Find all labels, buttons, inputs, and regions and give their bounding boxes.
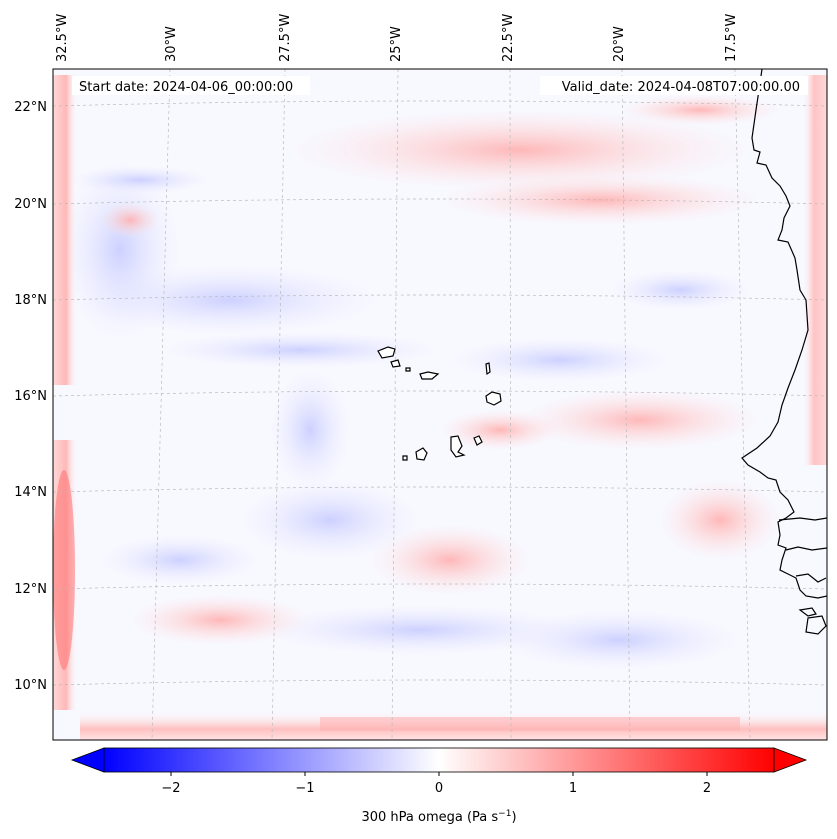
- lon-label: 17.5°W: [724, 14, 739, 62]
- lon-label: 25°W: [389, 26, 404, 62]
- colorbar: −2 −1 0 1 2 300 hPa omega (Pa s−1): [70, 747, 808, 825]
- longitude-labels: 32.5°W 30°W 27.5°W 25°W 22.5°W 20°W 17.5…: [55, 14, 739, 62]
- lon-label: 32.5°W: [55, 14, 70, 62]
- colorbar-title: 300 hPa omega (Pa s−1): [361, 809, 516, 825]
- cape-verde-islands: [377, 346, 502, 461]
- start-date-label: Start date: 2024-04-06_00:00:00: [79, 80, 293, 95]
- colorbar-tick-label: −1: [295, 781, 314, 796]
- colorbar-body: [103, 747, 775, 773]
- lon-label: 22.5°W: [501, 14, 516, 62]
- colorbar-tick-label: 0: [435, 781, 443, 796]
- date-header: Start date: 2024-04-06_00:00:00 Valid_da…: [72, 76, 808, 95]
- omega-field: [53, 69, 827, 740]
- coastlines: [741, 69, 827, 635]
- colorbar-tick-label: 1: [569, 781, 577, 796]
- lat-label: 16°N: [14, 389, 47, 404]
- lon-label: 30°W: [164, 26, 179, 62]
- map-frame: [52, 68, 828, 741]
- latitude-labels: 22°N 20°N 18°N 16°N 14°N 12°N 10°N: [14, 100, 47, 693]
- colorbar-tick-label: −2: [161, 781, 180, 796]
- lat-label: 22°N: [14, 100, 47, 115]
- lat-label: 20°N: [14, 197, 47, 212]
- coastline-africa: [741, 69, 827, 599]
- lon-label: 27.5°W: [278, 14, 293, 62]
- lat-label: 12°N: [14, 582, 47, 597]
- colorbar-extend-low: [70, 747, 105, 773]
- graticule: [53, 69, 827, 740]
- lat-label: 14°N: [14, 485, 47, 500]
- lat-label: 10°N: [14, 678, 47, 693]
- colorbar-tick-label: 2: [703, 781, 711, 796]
- lat-label: 18°N: [14, 293, 47, 308]
- lon-label: 20°W: [612, 26, 627, 62]
- colorbar-extend-high: [773, 747, 808, 773]
- valid-date-label: Valid_date: 2024-04-08T07:00:00.00: [562, 80, 800, 95]
